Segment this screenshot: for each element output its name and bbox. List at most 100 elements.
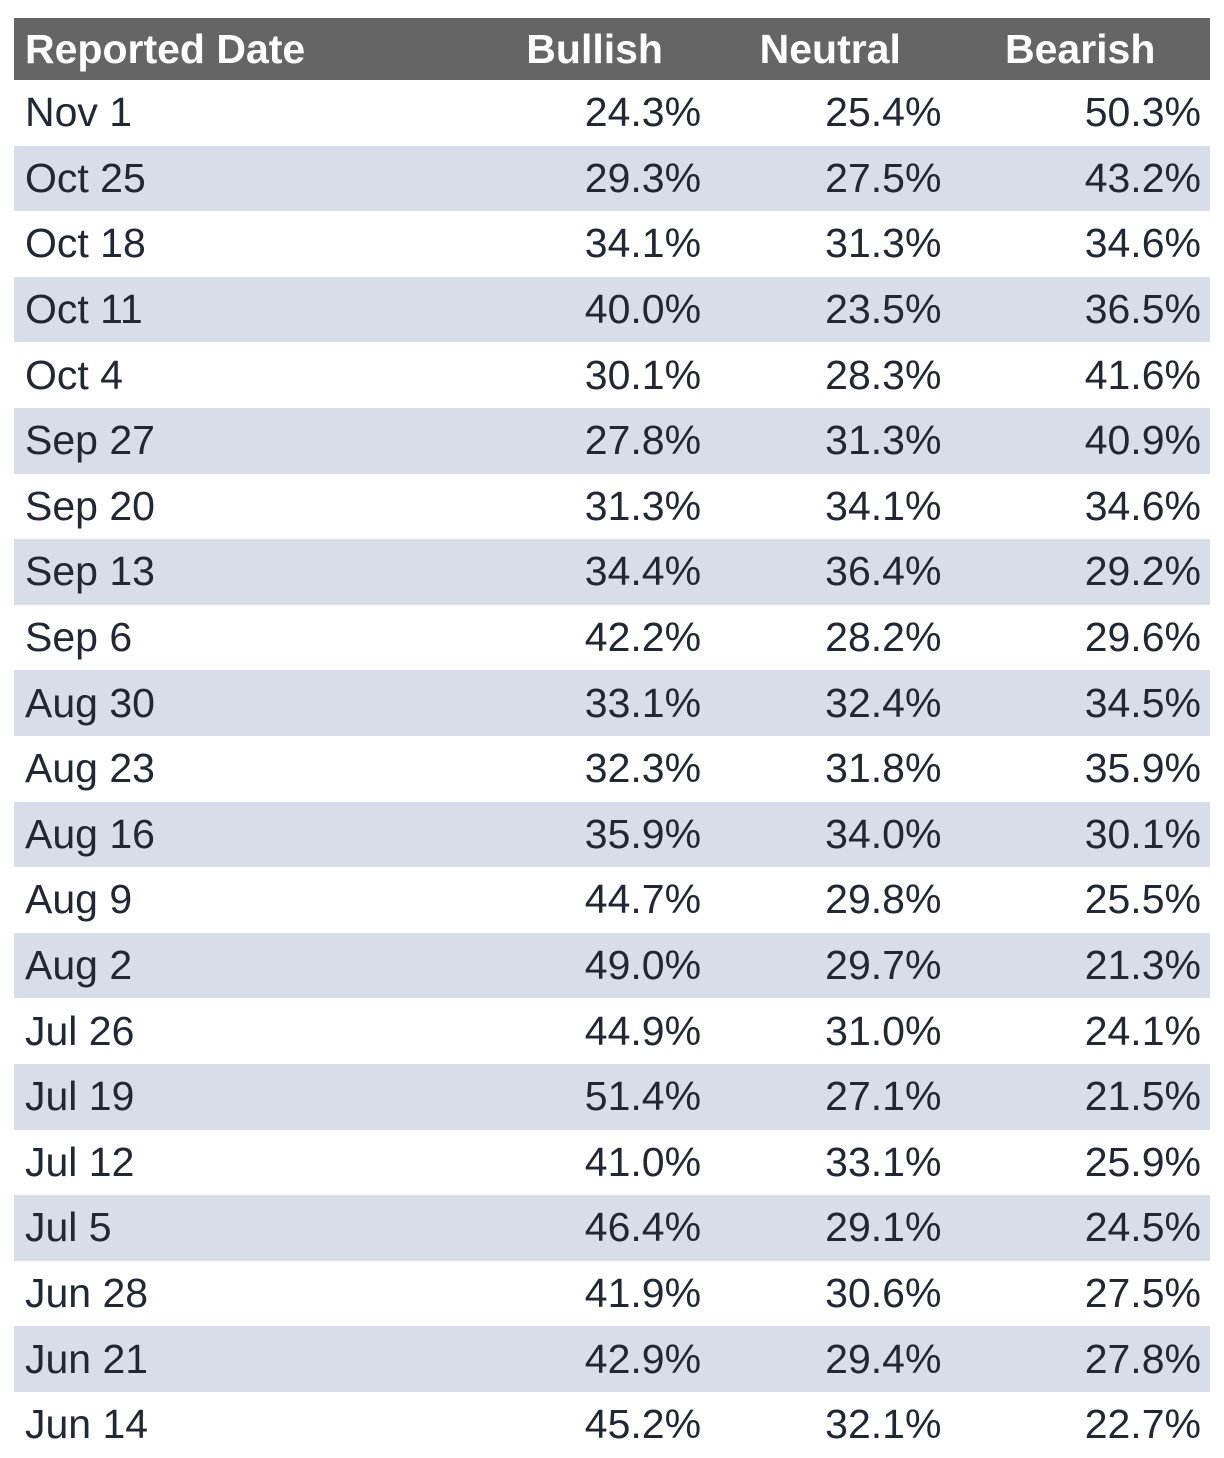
bullish-value-cell: 35.9% — [584, 810, 702, 857]
bullish-value-cell: 24.3% — [584, 89, 702, 136]
neutral-value-cell: 25.4% — [825, 89, 942, 136]
bullish-value-cell: 34.1% — [584, 220, 702, 267]
date-cell: Oct 18 — [25, 220, 146, 267]
neutral-value-cell: 31.8% — [825, 745, 942, 792]
date-cell: Aug 9 — [25, 876, 133, 923]
column-header-neutral: Neutral — [759, 25, 901, 72]
column-header-bearish: Bearish — [1004, 25, 1156, 72]
table-row: Sep 6 42.2% 28.2% 29.6% — [14, 604, 1210, 671]
table-row: Jun 14 45.2% 32.1% 22.7% — [14, 1391, 1210, 1458]
neutral-value-cell: 29.4% — [825, 1335, 942, 1382]
date-cell: Aug 2 — [25, 942, 133, 989]
date-cell: Jul 19 — [25, 1073, 135, 1120]
neutral-value-cell: 31.3% — [825, 220, 942, 267]
neutral-value-cell: 30.6% — [825, 1269, 942, 1316]
date-cell: Sep 13 — [25, 548, 155, 595]
neutral-value-cell: 27.5% — [825, 154, 942, 201]
date-cell: Nov 1 — [25, 89, 133, 136]
neutral-value-cell: 29.8% — [825, 876, 942, 923]
column-header-bullish: Bullish — [526, 25, 663, 72]
bearish-value-cell: 34.6% — [1084, 220, 1201, 267]
neutral-value-cell: 33.1% — [825, 1138, 942, 1185]
bearish-value-cell: 29.2% — [1084, 548, 1201, 595]
bullish-value-cell: 31.3% — [584, 482, 702, 529]
neutral-value-cell: 34.0% — [825, 810, 942, 857]
table-header-row: Reported Date Bullish Neutral Bearish — [14, 18, 1210, 80]
bullish-value-cell: 41.0% — [584, 1138, 702, 1185]
bullish-value-cell: 42.2% — [584, 614, 702, 661]
bullish-value-cell: 33.1% — [584, 679, 702, 726]
bullish-value-cell: 45.2% — [584, 1401, 702, 1448]
bearish-value-cell: 34.6% — [1084, 482, 1201, 529]
bearish-value-cell: 21.5% — [1084, 1073, 1201, 1120]
table-row: Jul 19 51.4% 27.1% 21.5% — [14, 1063, 1210, 1130]
date-cell: Aug 30 — [25, 679, 155, 726]
date-cell: Sep 27 — [25, 417, 155, 464]
bullish-value-cell: 46.4% — [584, 1204, 702, 1251]
bearish-value-cell: 34.5% — [1084, 679, 1201, 726]
bearish-value-cell: 30.1% — [1084, 810, 1201, 857]
table-row: Oct 25 29.3% 27.5% 43.2% — [14, 145, 1210, 212]
bearish-value-cell: 22.7% — [1084, 1401, 1201, 1448]
table-row: Aug 30 33.1% 32.4% 34.5% — [14, 670, 1210, 736]
bearish-value-cell: 25.5% — [1084, 876, 1201, 923]
table-row: Jun 21 42.9% 29.4% 27.8% — [14, 1326, 1210, 1392]
date-cell: Aug 16 — [25, 810, 155, 857]
table-row: Oct 11 40.0% 23.5% 36.5% — [14, 276, 1210, 343]
bearish-value-cell: 35.9% — [1084, 745, 1201, 792]
bullish-value-cell: 41.9% — [584, 1269, 702, 1316]
table-row: Jul 26 44.9% 31.0% 24.1% — [14, 998, 1210, 1064]
neutral-value-cell: 32.1% — [825, 1401, 942, 1448]
date-cell: Oct 25 — [25, 154, 146, 201]
neutral-value-cell: 31.3% — [825, 417, 942, 464]
table-row: Jul 5 46.4% 29.1% 24.5% — [14, 1195, 1210, 1261]
neutral-value-cell: 23.5% — [825, 286, 942, 333]
neutral-value-cell: 29.7% — [825, 942, 942, 989]
table-row: Nov 1 24.3% 25.4% 50.3% — [14, 80, 1210, 146]
table-body: Nov 1 24.3% 25.4% 50.3% Oct 25 29.3% 27.5% 43.2… — [14, 80, 1210, 1458]
sentiment-table: Reported Date Bullish Neutral Bearish No… — [14, 18, 1210, 1458]
bearish-value-cell: 40.9% — [1084, 417, 1201, 464]
bearish-value-cell: 27.8% — [1084, 1335, 1201, 1382]
neutral-value-cell: 28.3% — [825, 351, 942, 398]
date-cell: Jun 28 — [25, 1269, 149, 1316]
neutral-value-cell: 31.0% — [825, 1007, 942, 1054]
bullish-value-cell: 32.3% — [584, 745, 702, 792]
date-cell: Sep 6 — [25, 614, 133, 661]
table-row: Aug 16 35.9% 34.0% 30.1% — [14, 801, 1210, 868]
date-cell: Oct 11 — [25, 286, 143, 333]
bullish-value-cell: 27.8% — [584, 417, 702, 464]
table-row: Oct 4 30.1% 28.3% 41.6% — [14, 342, 1210, 408]
bullish-value-cell: 30.1% — [584, 351, 702, 398]
date-cell: Jun 21 — [25, 1335, 149, 1382]
bearish-value-cell: 24.5% — [1084, 1204, 1201, 1251]
neutral-value-cell: 27.1% — [825, 1073, 942, 1120]
date-cell: Jul 5 — [25, 1204, 112, 1251]
neutral-value-cell: 32.4% — [825, 679, 942, 726]
bullish-value-cell: 29.3% — [584, 154, 702, 201]
bullish-value-cell: 34.4% — [584, 548, 702, 595]
column-header-reported-date: Reported Date — [25, 25, 306, 72]
neutral-value-cell: 29.1% — [825, 1204, 942, 1251]
neutral-value-cell: 34.1% — [825, 482, 942, 529]
table-row: Sep 27 27.8% 31.3% 40.9% — [14, 407, 1210, 474]
neutral-value-cell: 28.2% — [825, 614, 942, 661]
bullish-value-cell: 44.9% — [584, 1007, 702, 1054]
bullish-value-cell: 44.7% — [584, 876, 702, 923]
table-row: Jun 28 41.9% 30.6% 27.5% — [14, 1260, 1210, 1327]
neutral-value-cell: 36.4% — [825, 548, 942, 595]
bearish-value-cell: 21.3% — [1084, 942, 1201, 989]
date-cell: Aug 23 — [25, 745, 155, 792]
bullish-value-cell: 42.9% — [584, 1335, 702, 1382]
table-row: Aug 23 32.3% 31.8% 35.9% — [14, 735, 1210, 802]
table-row: Oct 18 34.1% 31.3% 34.6% — [14, 211, 1210, 277]
bullish-value-cell: 49.0% — [584, 942, 702, 989]
date-cell: Jul 26 — [25, 1007, 135, 1054]
bearish-value-cell: 43.2% — [1084, 154, 1201, 201]
table-row: Aug 9 44.7% 29.8% 25.5% — [14, 867, 1210, 933]
bullish-value-cell: 51.4% — [584, 1073, 702, 1120]
bullish-value-cell: 40.0% — [584, 286, 702, 333]
date-cell: Sep 20 — [25, 482, 155, 529]
table-row: Sep 20 31.3% 34.1% 34.6% — [14, 473, 1210, 540]
